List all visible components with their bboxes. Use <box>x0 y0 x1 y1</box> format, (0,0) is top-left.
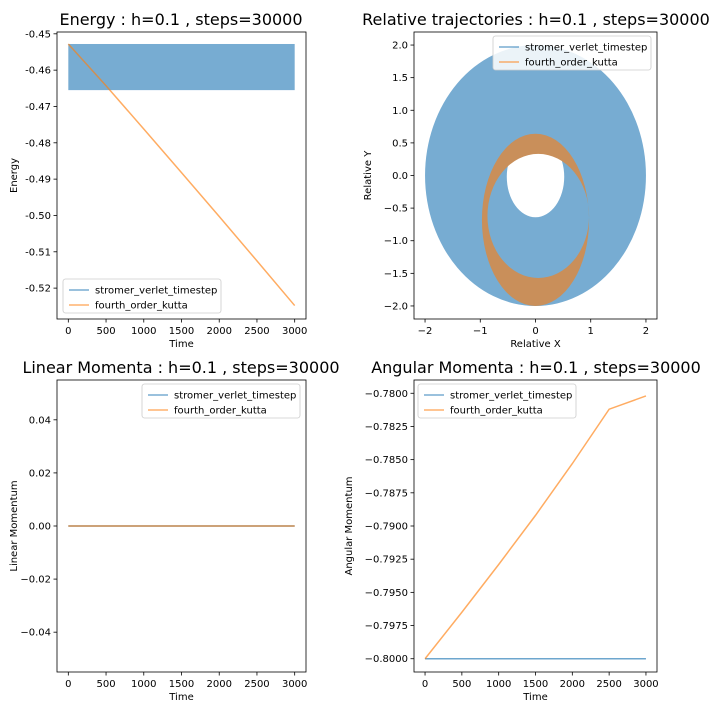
angular-y-axis-label: Angular Momentum <box>344 476 355 575</box>
trajectories-legend: stromer_verlet_timestep fourth_order_kutt… <box>492 35 652 71</box>
y-tick-label: −0.7800 <box>365 389 408 400</box>
angular-plot-area <box>424 395 647 660</box>
legend-entry: stromer_verlet_timestep <box>450 391 572 402</box>
legend-box <box>417 383 577 419</box>
y-tick-label: -0.50 <box>25 211 51 222</box>
x-tick-label: 1500 <box>169 326 194 337</box>
x-tick-label: 1500 <box>523 679 548 690</box>
y-tick-label: 1.0 <box>392 106 408 117</box>
y-tick-label: -0.51 <box>25 247 51 258</box>
y-tick-label: -0.47 <box>25 102 51 113</box>
x-tick-label: 3000 <box>633 679 658 690</box>
legend-entry: stromer_verlet_timestep <box>525 43 647 54</box>
x-tick-label: 2500 <box>596 679 621 690</box>
x-tick-label: 1500 <box>169 679 194 690</box>
energy-title: Energy : h=0.1 , steps=30000 <box>59 10 302 29</box>
x-tick-label: 2000 <box>560 679 585 690</box>
energy-legend: stromer_verlet_timestep fourth_order_kutt… <box>62 278 222 314</box>
angular-chart: 0 500 1000 1500 2000 2500 3000 −0.7800 −0.7825 −0… <box>344 358 701 703</box>
energy-y-axis-label: Energy <box>9 158 20 193</box>
x-tick-label: 1000 <box>131 326 156 337</box>
y-tick-label: −0.7950 <box>365 588 408 599</box>
y-tick-label: -0.45 <box>25 29 51 40</box>
x-tick-label: 2000 <box>207 679 232 690</box>
y-tick-label: −2.0 <box>384 301 408 312</box>
y-tick-label: −0.5 <box>384 204 408 215</box>
y-tick-label: 0.02 <box>29 468 51 479</box>
legend-box <box>141 383 301 419</box>
y-tick-label: −1.0 <box>384 236 408 247</box>
x-tick-label: −2 <box>418 326 433 337</box>
x-tick-label: 0 <box>65 326 71 337</box>
series-fourth_order_kutta-line <box>67 43 296 307</box>
y-tick-label: −0.7850 <box>365 455 408 466</box>
y-tick-label: -0.48 <box>25 138 51 149</box>
x-tick-label: 0 <box>65 679 71 690</box>
trajectories-chart: −2 −1 0 1 2 2.0 1.5 1.0 0.5 0.0 −0.5 −1.0 −1.5 −2.0 Re… <box>362 10 710 350</box>
trajectories-plot-area <box>425 45 646 306</box>
legend-box <box>492 35 652 71</box>
linear-x-axis-label: Time <box>168 692 193 703</box>
legend-entry: stromer_verlet_timestep <box>95 286 217 297</box>
y-tick-label: −0.7875 <box>365 488 408 499</box>
y-tick-label: −0.7975 <box>365 621 408 632</box>
x-tick-label: 1 <box>588 326 594 337</box>
x-tick-label: 500 <box>96 326 115 337</box>
series-stromer_verlet_timestep-annulus <box>425 45 646 306</box>
linear-chart: 0 500 1000 1500 2000 2500 3000 0.04 0.02 0.00 −0.0… <box>9 358 340 703</box>
x-tick-label: −1 <box>473 326 488 337</box>
angular-x-axis-label: Time <box>522 692 547 703</box>
x-tick-label: 1000 <box>486 679 511 690</box>
trajectories-title: Relative trajectories : h=0.1 , steps=30… <box>362 10 710 29</box>
x-tick-label: 1000 <box>131 679 156 690</box>
x-tick-label: 2 <box>643 326 649 337</box>
linear-y-axis-label: Linear Momentum <box>9 480 20 571</box>
legend-entry: fourth_order_kutta <box>450 406 543 417</box>
x-tick-label: 0 <box>422 679 428 690</box>
y-tick-label: 0.00 <box>29 522 51 533</box>
energy-plot-area <box>67 43 296 307</box>
legend-entry: fourth_order_kutta <box>174 406 267 417</box>
x-tick-label: 3000 <box>282 679 307 690</box>
legend-entry: fourth_order_kutta <box>95 301 188 312</box>
y-tick-label: -0.49 <box>25 175 51 186</box>
y-tick-label: −0.7900 <box>365 522 408 533</box>
angular-axes-frame <box>413 379 658 673</box>
y-tick-label: −1.5 <box>384 269 408 280</box>
linear-legend: stromer_verlet_timestep fourth_order_kutt… <box>141 383 301 419</box>
y-tick-label: −0.7925 <box>365 555 408 566</box>
trajectories-x-axis-label: Relative X <box>510 339 561 350</box>
x-tick-label: 500 <box>452 679 471 690</box>
angular-title: Angular Momenta : h=0.1 , steps=30000 <box>371 358 701 377</box>
y-tick-label: -0.46 <box>25 66 51 77</box>
y-tick-label: −0.04 <box>20 628 51 639</box>
y-tick-label: 1.5 <box>392 73 408 84</box>
energy-x-axis-label: Time <box>168 339 193 350</box>
x-tick-label: 2500 <box>244 679 269 690</box>
y-tick-label: −0.7825 <box>365 422 408 433</box>
y-tick-label: −0.02 <box>20 575 51 586</box>
y-tick-label: 0.5 <box>392 138 408 149</box>
x-tick-label: 2500 <box>244 326 269 337</box>
linear-title: Linear Momenta : h=0.1 , steps=30000 <box>22 358 339 377</box>
series-stromer_verlet_timestep-band <box>68 43 295 91</box>
y-tick-label: 0.0 <box>392 171 408 182</box>
x-tick-label: 2000 <box>207 326 232 337</box>
y-tick-label: 2.0 <box>392 41 408 52</box>
y-tick-label: −0.8000 <box>365 654 408 665</box>
y-tick-label: 0.04 <box>29 415 51 426</box>
angular-legend: stromer_verlet_timestep fourth_order_kutt… <box>417 383 577 419</box>
series-fourth_order_kutta-line <box>424 395 647 660</box>
legend-entry: stromer_verlet_timestep <box>174 391 296 402</box>
legend-box <box>62 278 222 314</box>
x-tick-label: 500 <box>96 679 115 690</box>
legend-entry: fourth_order_kutta <box>525 58 618 69</box>
y-tick-label: -0.52 <box>25 284 51 295</box>
trajectories-y-axis-label: Relative Y <box>363 150 374 201</box>
x-tick-label: 0 <box>532 326 538 337</box>
energy-chart: 0 500 1000 1500 2000 2500 3000 -0.45 -0.46 -0.47 -… <box>9 10 307 350</box>
x-tick-label: 3000 <box>282 326 307 337</box>
